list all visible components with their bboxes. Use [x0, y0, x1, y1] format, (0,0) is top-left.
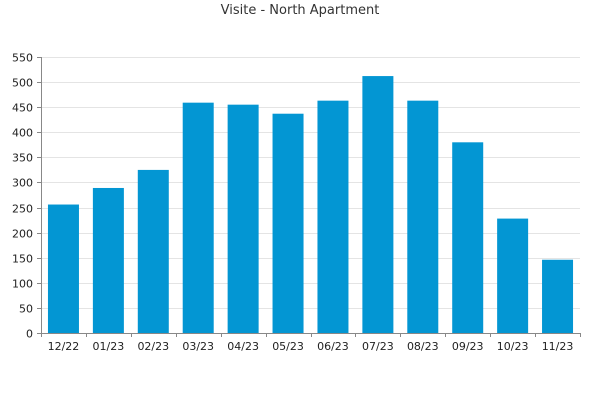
bar-03-23: [182, 102, 214, 333]
y-tick-label: 550: [12, 52, 33, 65]
x-tick-label: 03/23: [182, 340, 214, 353]
bar-10-23: [497, 218, 529, 333]
y-tick-label: 300: [12, 177, 33, 190]
x-tick-label: 07/23: [362, 340, 394, 353]
x-tick-label: 10/23: [497, 340, 529, 353]
x-tick-label: 08/23: [407, 340, 439, 353]
bar-11-23: [542, 259, 574, 333]
x-tick-labels: 12/22 01/23 02/23 03/23 04/23 05/23 06/23 07/23…: [48, 340, 574, 353]
x-tick-label: 09/23: [452, 340, 484, 353]
bar-04-23: [227, 104, 259, 333]
x-tick-label: 11/23: [542, 340, 574, 353]
y-tick-label: 400: [12, 127, 33, 140]
y-tick-labels: 0 50 100 150 200 250 300 350 400 450 500 550: [12, 52, 33, 341]
bar-09-23: [452, 142, 484, 333]
y-tick-label: 350: [12, 152, 33, 165]
bar-06-23: [317, 100, 349, 333]
bar-01-23: [92, 187, 124, 333]
bar-12-22: [47, 204, 79, 333]
bar-07-23: [362, 76, 394, 333]
y-tick-label: 450: [12, 102, 33, 115]
y-tick-label: 50: [19, 303, 33, 316]
y-tick-label: 200: [12, 228, 33, 241]
bar-05-23: [272, 113, 304, 334]
y-tick-label: 100: [12, 278, 33, 291]
bars: [47, 76, 574, 334]
axes: [37, 57, 581, 337]
y-tick-label: 0: [26, 328, 33, 341]
x-tick-label: 05/23: [272, 340, 304, 353]
x-tick-label: 04/23: [227, 340, 259, 353]
bar-02-23: [137, 169, 169, 333]
grid-lines: [41, 57, 580, 309]
x-tick-label: 02/23: [137, 340, 169, 353]
x-tick-label: 12/22: [48, 340, 80, 353]
x-tick-label: 06/23: [317, 340, 349, 353]
y-tick-label: 250: [12, 203, 33, 216]
x-tick-label: 01/23: [93, 340, 125, 353]
bar-08-23: [407, 100, 439, 333]
y-tick-label: 500: [12, 77, 33, 90]
chart-title: Visite - North Apartment: [220, 3, 380, 18]
y-tick-label: 150: [12, 253, 33, 266]
